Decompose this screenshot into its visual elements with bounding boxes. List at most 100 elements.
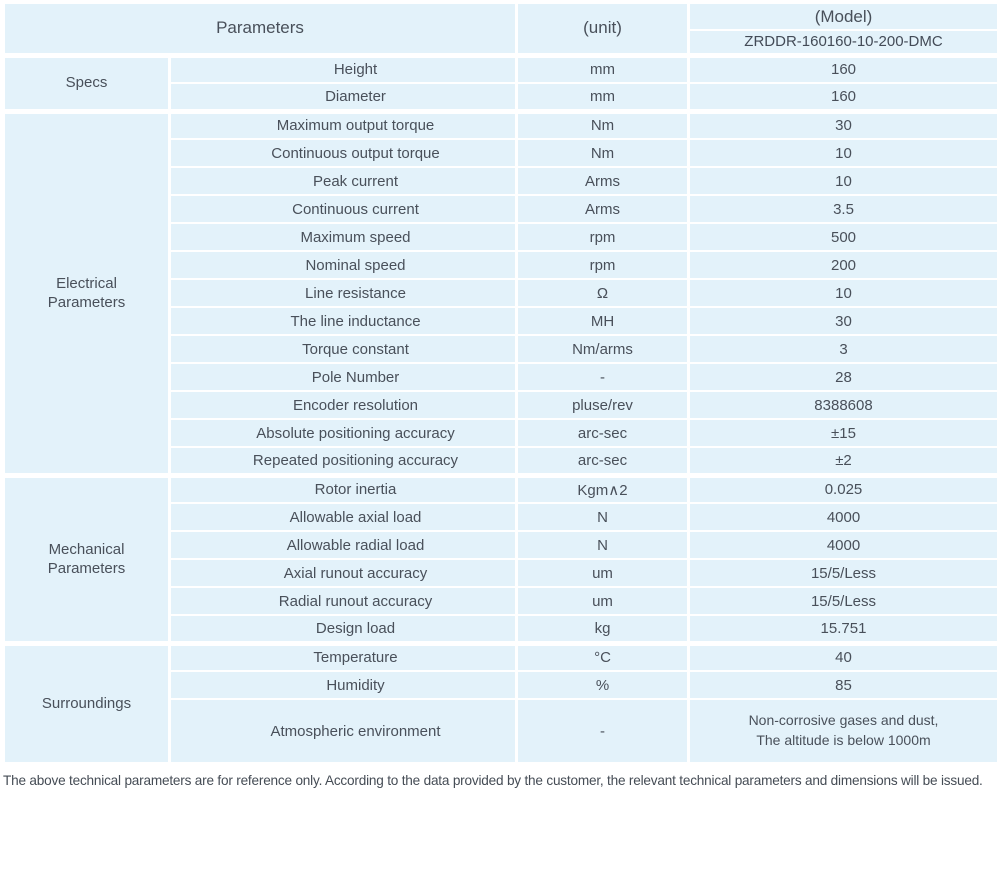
value-cell: Non-corrosive gases and dust, The altitu… [687,698,999,764]
parameter-cell: Continuous output torque [168,138,518,168]
table-row: Specs Height mm 160 [2,52,999,112]
table-row: Axial runout accuracy um 15/5/Less [4,558,999,588]
parameter-cell: Radial runout accuracy [168,586,518,616]
value-cell: ±15 [687,418,999,448]
header-unit: (unit) [515,2,690,56]
parameter-cell: Line resistance [168,278,518,308]
parameter-cell: Allowable radial load [168,530,518,560]
value-cell: 15/5/Less [687,586,999,616]
parameter-cell: Design load [168,614,518,644]
table-row: Continuous output torque Nm 10 [4,138,999,168]
unit-cell: um [515,586,690,616]
table-row: Line resistance Ω 10 [4,278,999,308]
unit-cell: mm [515,52,690,84]
parameter-cell: Temperature [168,640,518,672]
unit-cell: N [515,502,690,532]
value-cell: 15.751 [687,614,999,644]
unit-cell: - [515,698,690,764]
value-cell: 10 [687,166,999,196]
unit-cell: N [515,530,690,560]
section-label-electrical-parameters: Electrical Parameters [2,108,171,476]
table-row: Allowable axial load N 4000 [4,502,999,532]
table-header: Parameters (unit) (Model) ZRDDR-160160-1… [2,2,999,56]
parameter-cell: Nominal speed [168,250,518,280]
parameters-table: Parameters (unit) (Model) ZRDDR-160160-1… [2,2,999,764]
table-row: Humidity% 85 [4,670,999,700]
unit-cell: Kgm∧2 [515,472,690,504]
parameter-cell: Peak current [168,166,518,196]
unit-cell: um [515,558,690,588]
header-model: (Model) [687,2,999,31]
value-cell: 200 [687,250,999,280]
parameter-cell: Encoder resolution [168,390,518,420]
parameter-cell: Maximum speed [168,222,518,252]
table-row: Absolute positioning accuracy arc-sec ±15 [4,418,999,448]
table-row: Radial runout accuracy um 15/5/Less [4,586,999,616]
unit-cell: Ω [515,278,690,308]
section-label-specs: Specs [2,52,171,112]
unit-cell: pluse/rev [515,390,690,420]
value-cell: 160 [687,82,999,112]
table-row: Diameter mm 160 [4,82,999,112]
parameter-cell: Atmospheric environment [168,698,518,764]
unit-cell: Nm [515,108,690,140]
parameter-cell: Torque constant [168,334,518,364]
section-label-mechanical-parameters: Mechanical Parameters [2,472,171,644]
value-cell: 30 [687,108,999,140]
footer-note: The above technical parameters are for r… [3,773,983,788]
header-model-row: ZRDDR-160160-10-200-DMC [4,29,999,56]
unit-cell: Nm/arms [515,334,690,364]
unit-cell: MH [515,306,690,336]
unit-cell: arc-sec [515,446,690,476]
table-row: Design load kg 15.751 [4,614,999,644]
value-cell: 28 [687,362,999,392]
table-row: Continuous current Arms 3.5 [4,194,999,224]
unit-cell: - [515,362,690,392]
parameter-cell: Axial runout accuracy [168,558,518,588]
table-row: Atmospheric environment - Non-corrosive ga… [4,698,999,764]
parameter-cell: Repeated positioning accuracy [168,446,518,476]
parameter-cell: Allowable axial load [168,502,518,532]
table-row: Encoder resolution pluse/rev 8388608 [4,390,999,420]
parameter-cell: Pole Number [168,362,518,392]
value-cell: 3 [687,334,999,364]
header-row: Parameters (unit) (Model) [2,2,999,56]
header-parameters: Parameters [2,2,518,56]
table-row: Mechanical Parameters Rotor inertia Kgm∧2 0… [2,472,999,644]
unit-cell: rpm [515,250,690,280]
parameter-cell: Rotor inertia [168,472,518,504]
parameter-cell: Height [168,52,518,84]
value-cell: 40 [687,640,999,672]
table-row: Surroundings Temperature °C 40 [2,640,999,764]
header-model-number: ZRDDR-160160-10-200-DMC [687,29,999,56]
table-row: Electrical Parameters Maximum output torq… [2,108,999,476]
parameter-cell: Absolute positioning accuracy [168,418,518,448]
parameter-cell: The line inductance [168,306,518,336]
unit-cell: °C [515,640,690,672]
value-cell: 30 [687,306,999,336]
table-row: Peak current Arms 10 [4,166,999,196]
value-cell: 4000 [687,530,999,560]
table-row: Nominal speed rpm 200 [4,250,999,280]
section-label-surroundings: Surroundings [2,640,171,764]
value-cell: 3.5 [687,194,999,224]
table-row: Maximum speed rpm 500 [4,222,999,252]
table-row: Torque constant Nm/arms 3 [4,334,999,364]
value-cell: 15/5/Less [687,558,999,588]
unit-cell: Arms [515,194,690,224]
unit-cell: rpm [515,222,690,252]
unit-cell: arc-sec [515,418,690,448]
table-body: Specs Height mm 160 Diameter mm 160 Electrical … [2,52,999,764]
value-cell: 4000 [687,502,999,532]
table-row: The line inductance MH 30 [4,306,999,336]
value-cell: 10 [687,138,999,168]
value-cell: 85 [687,670,999,700]
parameter-cell: Humidity [168,670,518,700]
unit-cell: kg [515,614,690,644]
table-row: Repeated positioning accuracy arc-sec ±2 [4,446,999,476]
table-row: Allowable radial load N 4000 [4,530,999,560]
unit-cell: Arms [515,166,690,196]
value-cell: 8388608 [687,390,999,420]
unit-cell: mm [515,82,690,112]
parameter-cell: Continuous current [168,194,518,224]
